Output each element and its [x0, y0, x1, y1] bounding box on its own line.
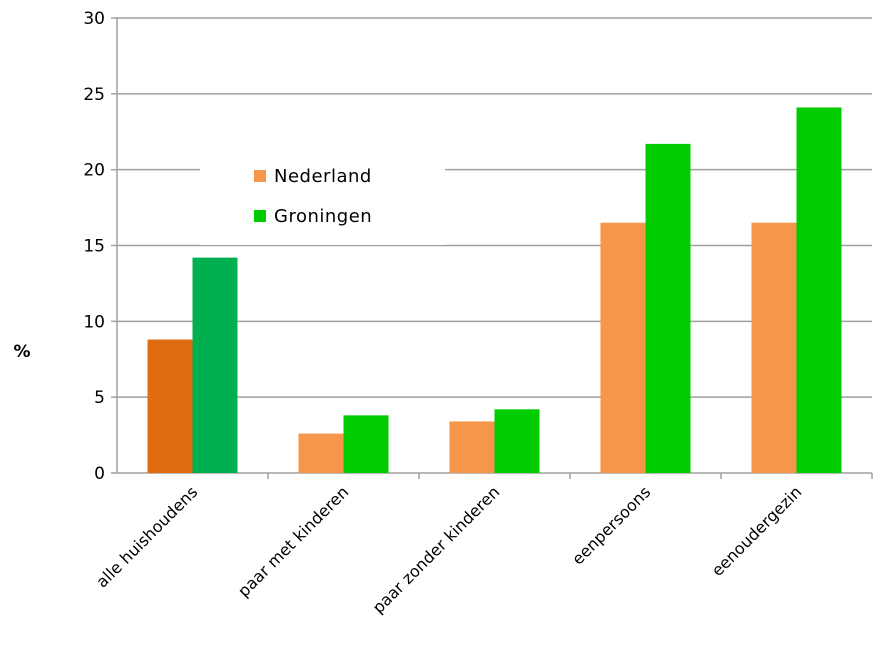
bars — [147, 107, 842, 473]
x-category-label: alle huishoudens — [92, 482, 201, 591]
legend: Nederland Groningen — [200, 150, 445, 245]
bar-groningen-0 — [192, 257, 238, 473]
y-tick-label: 25 — [83, 85, 105, 105]
legend-swatch-nederland — [254, 170, 266, 182]
y-tick-label: 0 — [94, 464, 105, 484]
y-tick-label: 5 — [94, 388, 105, 408]
legend-label-groningen: Groningen — [274, 206, 372, 227]
y-tick-label: 20 — [83, 161, 105, 181]
y-axis-label: % — [13, 342, 30, 362]
x-category-label: eenoudergezin — [708, 482, 806, 580]
x-category-labels: alle huishoudens paar met kinderen paar zo… — [92, 482, 805, 617]
legend-label-nederland: Nederland — [274, 166, 372, 187]
legend-swatch-groningen — [254, 210, 266, 222]
y-tick-label: 15 — [83, 237, 105, 257]
bar-groningen-2 — [494, 409, 540, 473]
x-category-label: paar met kinderen — [234, 482, 352, 600]
legend-background — [200, 150, 445, 245]
y-tick-label: 10 — [83, 312, 105, 332]
bar-nederland-3 — [600, 222, 646, 473]
y-tick-labels: 0 5 10 15 20 25 30 — [83, 9, 105, 484]
bar-nederland-4 — [751, 222, 797, 473]
bar-nederland-0 — [147, 339, 193, 473]
bar-groningen-4 — [796, 107, 842, 473]
bar-nederland-2 — [449, 421, 495, 473]
bar-nederland-1 — [298, 433, 344, 473]
y-tick-label: 30 — [83, 9, 105, 29]
x-category-label: paar zonder kinderen — [369, 482, 504, 617]
bar-groningen-1 — [343, 415, 389, 473]
bar-groningen-3 — [645, 143, 691, 473]
x-category-label: eenpersoons — [568, 482, 654, 568]
